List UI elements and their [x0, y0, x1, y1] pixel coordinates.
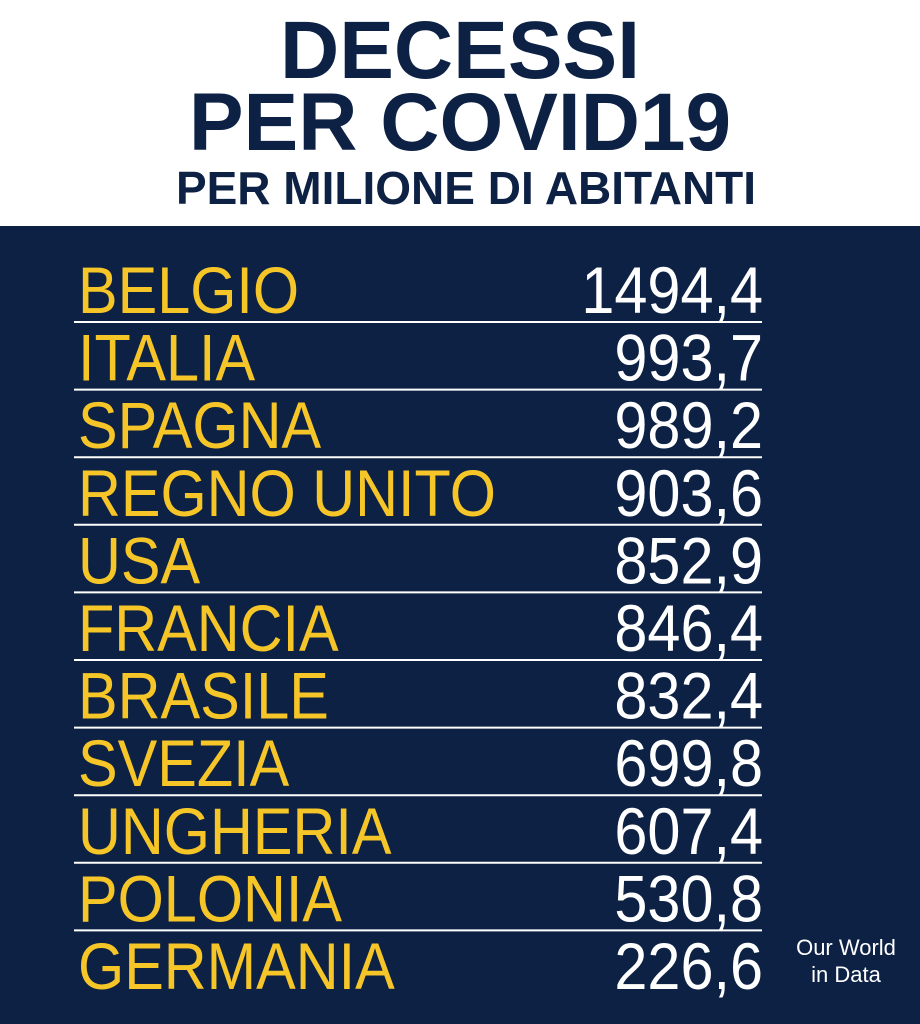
source: Our World [796, 935, 896, 960]
country: BRASILE [78, 660, 329, 734]
value: 852,9 [614, 525, 763, 599]
country: BELGIO [78, 254, 299, 328]
country: UNGHERIA [78, 795, 392, 869]
country: GERMANIA [78, 930, 395, 1004]
value: 607,4 [614, 795, 763, 869]
value: 530,8 [614, 863, 763, 937]
title-line: PER COVID19 [189, 77, 731, 168]
country: REGNO UNITO [78, 457, 496, 531]
value: 699,8 [614, 727, 763, 801]
source: in Data [811, 962, 881, 987]
country: FRANCIA [78, 592, 339, 666]
value: 1494,4 [581, 254, 763, 328]
value: 226,6 [614, 930, 763, 1004]
value: 993,7 [614, 322, 763, 396]
country: SPAGNA [78, 389, 321, 463]
country: USA [78, 525, 200, 599]
country: POLONIA [78, 863, 342, 937]
table-bg [0, 226, 920, 1024]
value: 846,4 [614, 592, 763, 666]
value: 989,2 [614, 389, 763, 463]
table: BELGIO 1494,4 ITALIA 993,7 SPAGNA 989,2 REGNO … [74, 254, 763, 1004]
value: 903,6 [614, 457, 763, 531]
title-line: DECESSI [280, 5, 640, 96]
country: ITALIA [78, 322, 255, 396]
country: SVEZIA [78, 727, 289, 801]
value: 832,4 [614, 660, 763, 734]
subtitle: PER MILIONE DI ABITANTI [176, 162, 756, 214]
header-bg [0, 0, 920, 226]
